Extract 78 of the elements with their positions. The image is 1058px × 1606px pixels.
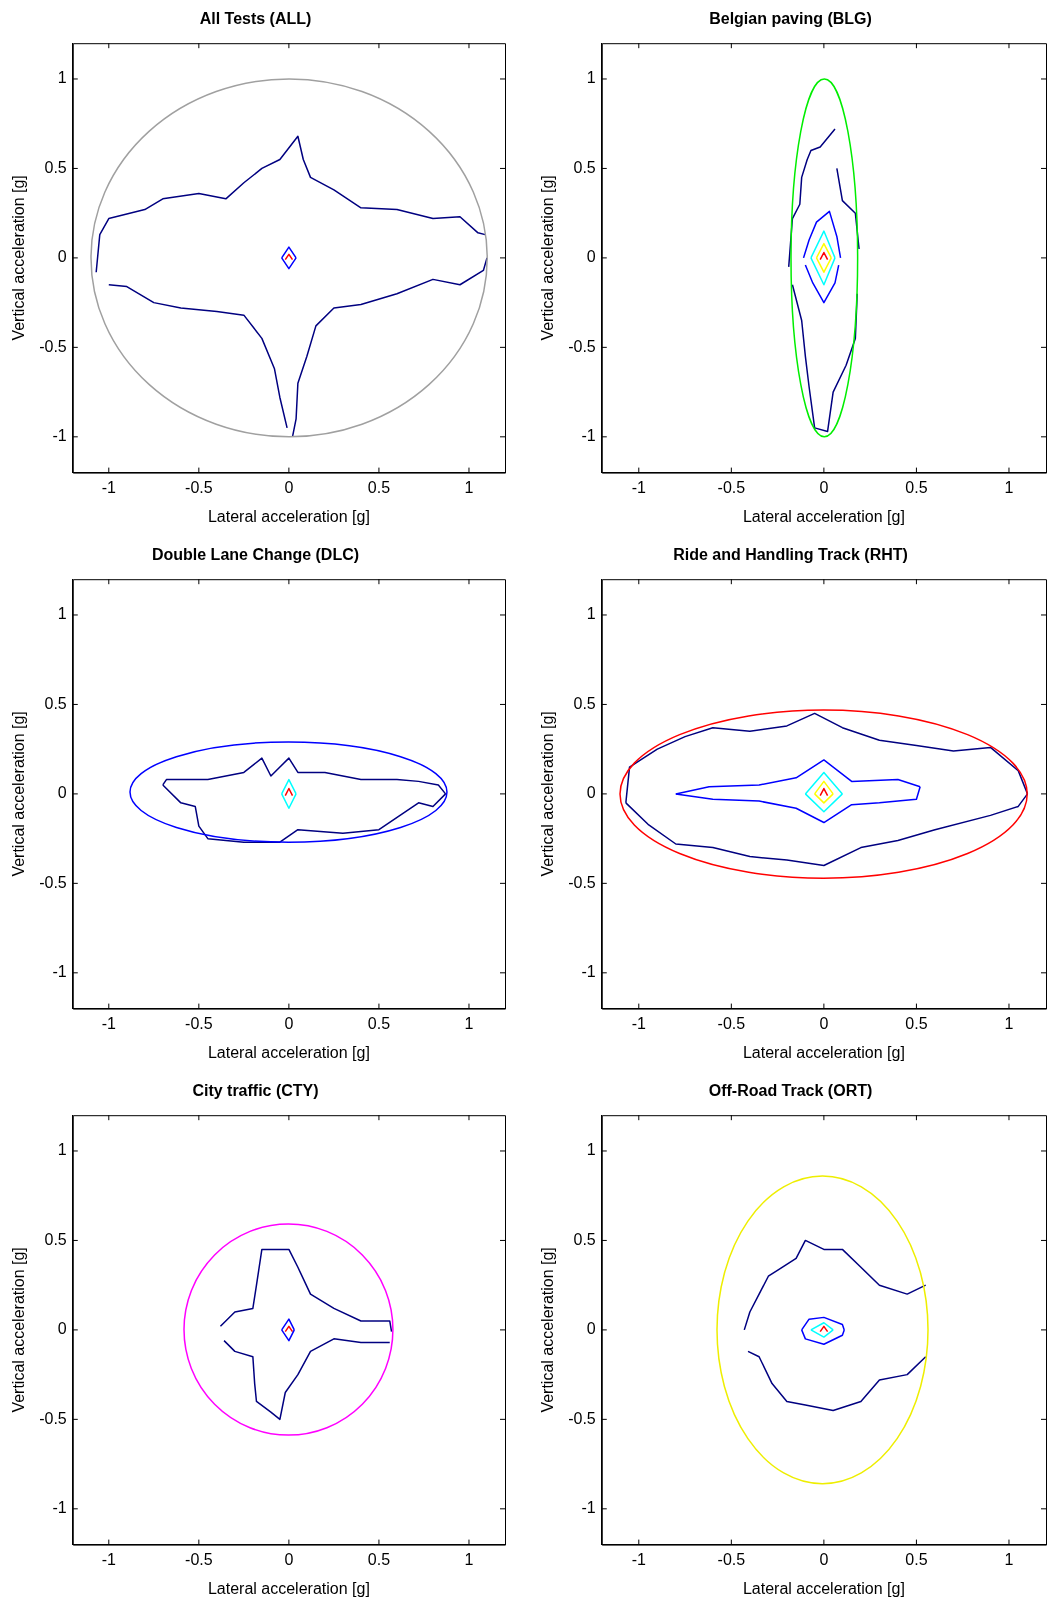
y-tick-label: -0.5	[568, 873, 596, 891]
x-tick-label: 0	[819, 1014, 829, 1032]
y-axis-title: Vertical acceleration [g]	[10, 711, 28, 877]
y-tick-label: -1	[52, 1499, 67, 1517]
y-tick-label: 0.5	[44, 158, 67, 176]
y-tick-label: -0.5	[39, 337, 67, 355]
y-tick-label: -1	[581, 963, 596, 981]
x-tick-label: -0.5	[717, 1550, 746, 1568]
x-tick-label: 0.5	[367, 478, 391, 496]
y-tick-label: -1	[581, 427, 596, 445]
x-tick-label: 1	[1004, 1014, 1014, 1032]
chart-title: Off-Road Track (ORT)	[708, 1082, 873, 1100]
y-tick-label: 0	[57, 248, 67, 266]
x-tick-label: -1	[101, 1014, 116, 1032]
y-tick-label: 1	[586, 69, 596, 87]
x-tick-label: 0	[284, 1550, 294, 1568]
x-tick-label: 0.5	[367, 1014, 391, 1032]
y-tick-label: -0.5	[39, 873, 67, 891]
x-axis-title: Lateral acceleration [g]	[742, 1579, 905, 1597]
x-tick-label: 0	[819, 1550, 829, 1568]
x-tick-label: -0.5	[185, 478, 213, 496]
y-tick-label: -1	[52, 427, 67, 445]
x-tick-label: 1	[464, 478, 474, 496]
x-tick-label: -1	[631, 1550, 646, 1568]
y-axis-title: Vertical acceleration [g]	[10, 175, 28, 341]
x-tick-label: 1	[1004, 478, 1014, 496]
x-axis-title: Lateral acceleration [g]	[742, 1043, 905, 1061]
x-tick-label: 0	[284, 1014, 294, 1032]
y-tick-label: 1	[586, 605, 596, 623]
x-tick-label: -0.5	[185, 1014, 213, 1032]
x-tick-label: 1	[464, 1014, 474, 1032]
x-axis-title: Lateral acceleration [g]	[207, 1579, 370, 1597]
x-tick-label: -1	[631, 478, 646, 496]
y-tick-label: 0.5	[573, 158, 596, 176]
y-tick-label: 1	[57, 1141, 67, 1159]
x-axis-title: Lateral acceleration [g]	[742, 507, 905, 525]
y-tick-label: 1	[57, 69, 67, 87]
y-tick-label: -1	[581, 1499, 596, 1517]
x-tick-label: 0.5	[905, 478, 928, 496]
x-tick-label: 0	[284, 478, 294, 496]
y-tick-label: 0.5	[44, 694, 67, 712]
y-tick-label: -0.5	[39, 1409, 67, 1427]
chart-title: All Tests (ALL)	[199, 10, 312, 28]
x-tick-label: 0	[819, 478, 829, 496]
y-axis-title: Vertical acceleration [g]	[10, 1247, 28, 1413]
x-tick-label: -1	[101, 1550, 116, 1568]
x-tick-label: -1	[101, 478, 116, 496]
x-tick-label: 0.5	[905, 1014, 928, 1032]
x-tick-label: -0.5	[185, 1550, 213, 1568]
y-tick-label: -0.5	[568, 337, 596, 355]
y-axis-title: Vertical acceleration [g]	[539, 1247, 557, 1413]
x-tick-label: -0.5	[717, 478, 746, 496]
y-tick-label: -0.5	[568, 1409, 596, 1427]
y-tick-label: 0.5	[44, 1230, 67, 1248]
y-tick-label: 0	[586, 1320, 596, 1338]
y-tick-label: 0	[586, 784, 596, 802]
chart-title: Double Lane Change (DLC)	[151, 546, 360, 564]
x-axis-title: Lateral acceleration [g]	[207, 507, 370, 525]
y-axis-title: Vertical acceleration [g]	[539, 711, 557, 877]
y-tick-label: -1	[52, 963, 67, 981]
y-tick-label: 1	[57, 605, 67, 623]
y-tick-label: 1	[586, 1141, 596, 1159]
y-tick-label: 0.5	[573, 694, 596, 712]
x-tick-label: 1	[1004, 1550, 1014, 1568]
chart-title: Belgian paving (BLG)	[709, 10, 872, 28]
x-tick-label: -1	[631, 1014, 646, 1032]
x-tick-label: 0.5	[905, 1550, 928, 1568]
y-tick-label: 0	[586, 248, 596, 266]
chart-title: Ride and Handling Track (RHT)	[673, 546, 908, 564]
x-tick-label: -0.5	[717, 1014, 746, 1032]
y-tick-label: 0	[57, 1320, 67, 1338]
chart-title: City traffic (CTY)	[192, 1082, 319, 1100]
x-tick-label: 0.5	[367, 1550, 391, 1568]
y-tick-label: 0	[57, 784, 67, 802]
y-tick-label: 0.5	[573, 1230, 596, 1248]
x-tick-label: 1	[464, 1550, 474, 1568]
x-axis-title: Lateral acceleration [g]	[207, 1043, 370, 1061]
y-axis-title: Vertical acceleration [g]	[539, 175, 557, 341]
